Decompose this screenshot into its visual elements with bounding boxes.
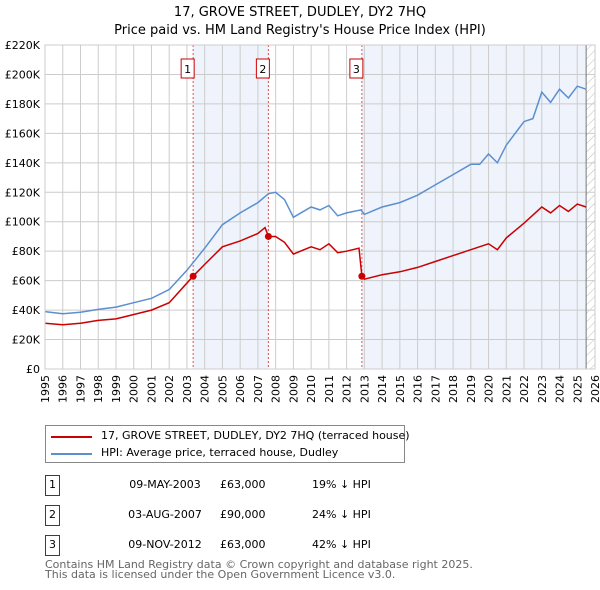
sale-marker-box [255,58,270,79]
footer-copyright: Contains HM Land Registry data © Crown c… [45,558,473,571]
sale-point [264,232,272,240]
x-tick-label: 2021 [500,375,513,403]
x-tick-label: 2010 [305,375,318,403]
x-tick-label: 2007 [252,375,265,403]
x-tick-label: 2020 [483,375,496,403]
sale-number: 1 [45,475,60,496]
y-tick-label: £60K [12,275,41,288]
x-tick-label: 2004 [199,375,212,403]
sale-point [189,272,197,280]
x-tick-label: 2003 [181,375,194,403]
footer: Contains HM Land Registry data © Crown c… [45,558,473,581]
y-tick-label: £0 [26,363,40,376]
y-tick-label: £140K [5,157,41,170]
shaded-period [193,45,269,369]
sale-row: 1 09-MAY-2003 £63,000 19% ↓ HPI [45,475,465,497]
sale-date: 09-MAY-2003 [129,478,201,491]
footer-licence: This data is licensed under the Open Gov… [45,568,396,581]
y-tick-label: £80K [12,245,41,258]
x-tick-label: 2023 [536,375,549,403]
sale-row: 3 09-NOV-2012 £63,000 42% ↓ HPI [45,535,465,557]
x-tick-label: 1995 [39,375,52,403]
x-tick-label: 2001 [145,375,158,403]
x-tick-label: 1999 [110,375,123,403]
y-tick-label: £120K [5,186,41,199]
sale-number: 3 [45,535,60,556]
price-chart: 1995 1996 1997 1998 1999 2000 2001 2002 2003 2004… [5,39,600,403]
sale-marker-box [349,58,364,79]
sale-row: 2 03-AUG-2007 £90,000 24% ↓ HPI [45,505,465,527]
shaded-period [361,45,587,369]
x-tick-label: 2009 [287,375,300,403]
x-tick-label: 2017 [429,375,442,403]
sale-marker-box [180,58,195,79]
chart-title: 17, GROVE STREET, DUDLEY, DY2 7HQ Price … [0,4,600,40]
x-tick-label: 2005 [216,375,229,403]
x-tick-label: 2014 [376,375,389,403]
title-line: 17, GROVE STREET, DUDLEY, DY2 7HQ [173,5,427,20]
y-tick-label: £160K [5,127,41,140]
y-tick-label: £180K [5,98,41,111]
x-tick-label: 2008 [270,375,283,403]
sale-marker-label: 1 [184,63,191,76]
x-tick-label: 1996 [57,375,70,403]
plot-frame [44,44,596,370]
sale-price: £63,000 [220,538,266,551]
subtitle-line: Price paid vs. HM Land Registry's House … [114,23,486,38]
x-tick-label: 2018 [447,375,460,403]
sale-number: 2 [45,505,60,526]
y-tick-label: £200K [5,68,41,81]
sale-point [358,272,366,280]
x-tick-label: 2026 [589,375,600,403]
x-tick-label: 2016 [412,375,425,403]
series-line [44,85,587,315]
sale-marker-label: 2 [259,63,266,76]
x-tick-label: 1997 [74,375,87,403]
legend-label: 17, GROVE STREET, DUDLEY, DY2 7HQ (terra… [101,429,410,442]
x-tick-label: 2000 [128,375,141,403]
legend-label: HPI: Average price, terraced house, Dudl… [101,446,339,459]
y-tick-label: £40K [12,304,41,317]
sale-marker-label: 3 [353,63,360,76]
x-tick-label: 2025 [571,375,584,403]
sale-price: £90,000 [220,508,266,521]
x-tick-label: 2024 [554,375,567,403]
y-tick-label: £20K [12,334,41,347]
sale-date: 09-NOV-2012 [128,538,202,551]
x-tick-label: 2012 [341,375,354,403]
legend: 17, GROVE STREET, DUDLEY, DY2 7HQ (terra… [45,425,410,463]
y-tick-label: £100K [5,216,41,229]
x-tick-label: 2022 [518,375,531,403]
x-tick-label: 2019 [465,375,478,403]
x-tick-label: 2006 [234,375,247,403]
sale-hpi-diff: 19% ↓ HPI [312,478,371,491]
x-tick-label: 2015 [394,375,407,403]
forecast-hatch [586,45,595,369]
x-tick-label: 2002 [163,375,176,403]
x-tick-label: 2011 [323,375,336,403]
sale-hpi-diff: 24% ↓ HPI [312,508,371,521]
sale-price: £63,000 [220,478,266,491]
sale-date: 03-AUG-2007 [128,508,202,521]
x-tick-label: 2013 [358,375,371,403]
series-line [44,203,587,326]
x-tick-label: 1998 [92,375,105,403]
y-tick-label: £220K [5,39,41,52]
sale-hpi-diff: 42% ↓ HPI [312,538,371,551]
